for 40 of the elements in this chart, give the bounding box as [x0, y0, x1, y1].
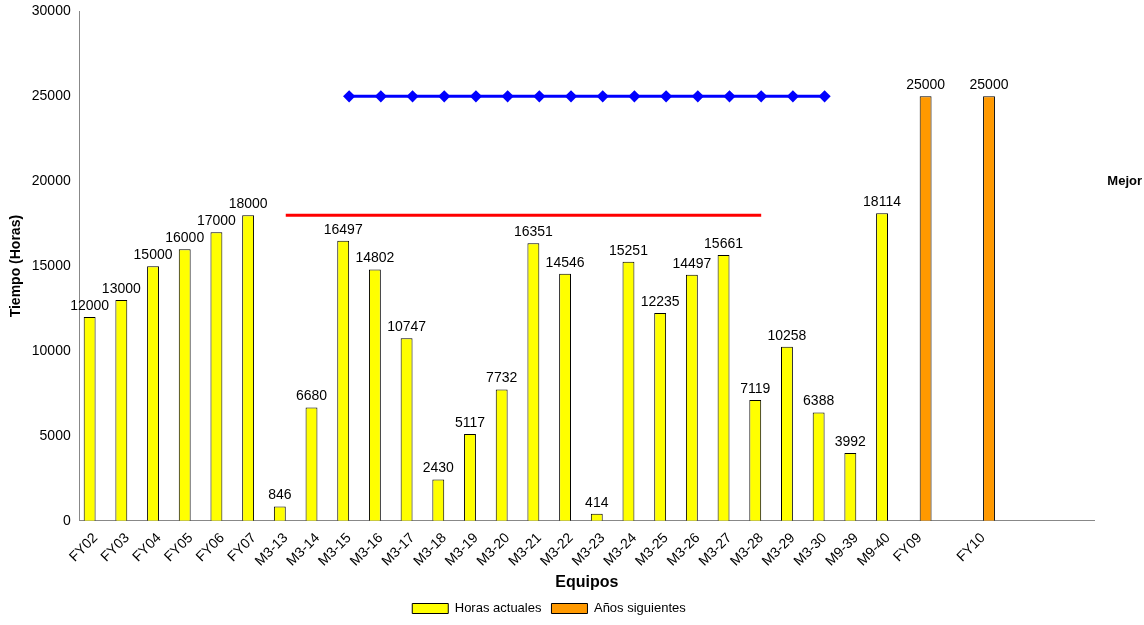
data-label: 15251: [609, 241, 649, 258]
data-label: 13000: [101, 279, 142, 296]
y-tick-label: 10000: [31, 341, 71, 358]
data-label: 2430: [422, 459, 455, 476]
data-label: 16497: [323, 220, 363, 237]
data-label: 846: [268, 486, 292, 503]
data-label: 15661: [704, 234, 744, 251]
data-label: 18000: [228, 195, 268, 212]
data-label: 15000: [133, 245, 173, 262]
data-label: 17000: [196, 212, 237, 229]
y-tick-label: 15000: [31, 256, 71, 273]
data-label: 14546: [545, 253, 585, 270]
data-label: 14497: [672, 254, 712, 271]
y-tick-label: 30000: [31, 2, 71, 19]
data-label: 6388: [803, 392, 835, 409]
data-label: 18114: [863, 193, 902, 210]
data-label: 414: [585, 493, 609, 510]
y-tick-label: 20000: [31, 172, 71, 189]
data-label: 14802: [355, 249, 395, 266]
legend-label: Años siguientes: [593, 600, 687, 616]
text: Mejor: [1107, 172, 1142, 188]
data-label: 7732: [486, 369, 518, 386]
data-label: 3992: [834, 432, 867, 449]
y-axis-title: Tiempo (Horas): [7, 214, 24, 318]
y-tick-label: 5000: [39, 426, 71, 443]
data-label: 25000: [969, 76, 1009, 93]
data-label: 16351: [513, 223, 554, 240]
data-label: 6680: [295, 387, 328, 404]
data-label: 5117: [454, 413, 486, 430]
data-label: 25000: [906, 76, 946, 93]
legend-label: Horas actuales: [454, 600, 542, 616]
data-label: 16000: [165, 229, 205, 246]
data-label: 12235: [640, 292, 680, 309]
x-axis-title: Equipos: [555, 572, 619, 590]
data-label: 7119: [740, 379, 771, 396]
data-label: 12000: [70, 296, 110, 313]
y-tick-label: 25000: [31, 87, 71, 104]
y-tick-label: 0: [62, 511, 71, 528]
data-label: 10747: [387, 318, 427, 335]
data-label: 10258: [767, 326, 807, 343]
